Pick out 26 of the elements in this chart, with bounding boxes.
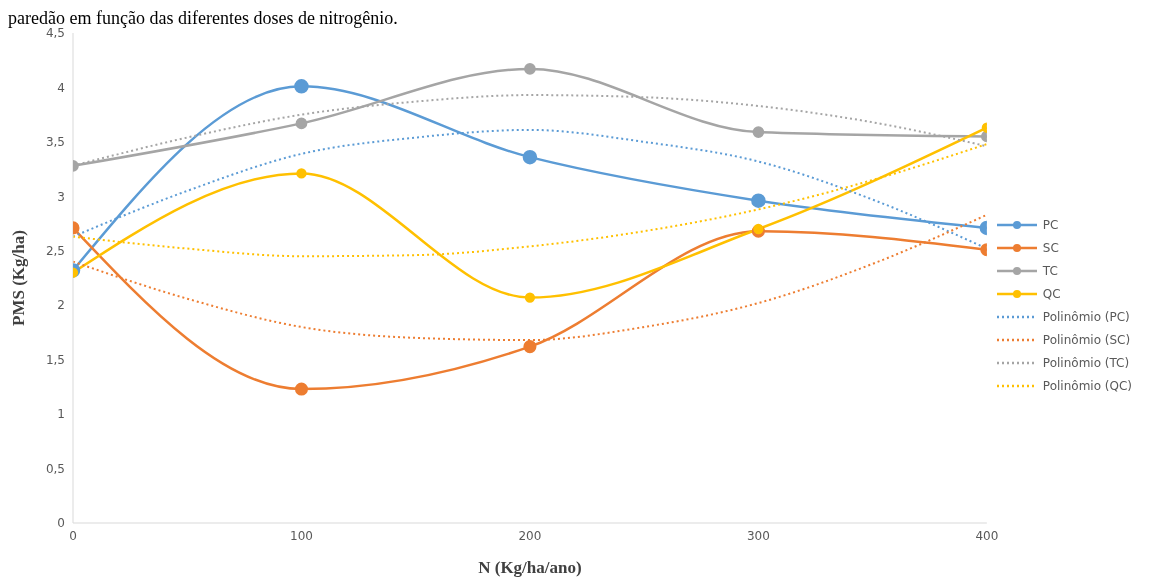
y-tick-label: 4,5 bbox=[45, 26, 65, 41]
legend-label: Polinômio (PC) bbox=[1042, 310, 1130, 324]
y-tick-label: 1,5 bbox=[45, 352, 65, 367]
legend-label: Polinômio (SC) bbox=[1042, 333, 1131, 347]
x-tick-label: 0 bbox=[69, 528, 77, 543]
y-tick-label: 2,5 bbox=[45, 244, 65, 259]
legend-label: Polinômio (TC) bbox=[1042, 356, 1130, 370]
y-axis-title: PMS (Kg/ha) bbox=[9, 230, 29, 326]
y-tick-label: 2 bbox=[57, 298, 65, 313]
x-tick-label: 100 bbox=[290, 528, 313, 543]
y-tick-label: 0 bbox=[57, 516, 65, 531]
legend-label: Polinômio (QC) bbox=[1042, 379, 1132, 393]
legend-label: QC bbox=[1042, 287, 1061, 301]
y-tick-label: 3,5 bbox=[45, 135, 65, 150]
legend-label: SC bbox=[1042, 241, 1059, 255]
x-tick-label: 200 bbox=[518, 528, 542, 543]
legend-label: TC bbox=[1042, 264, 1058, 278]
y-tick-label: 1 bbox=[57, 407, 65, 422]
y-tick-label: 4 bbox=[57, 80, 65, 95]
x-axis-title: N (Kg/ha/ano) bbox=[478, 558, 582, 577]
text: paredão em função das diferentes doses de nitrogênio. bbox=[8, 8, 399, 28]
y-tick-label: 3 bbox=[57, 189, 65, 204]
y-tick-label: 0,5 bbox=[45, 461, 65, 476]
x-tick-label: 300 bbox=[746, 528, 770, 543]
x-tick-label: 400 bbox=[975, 528, 999, 543]
legend-label: PC bbox=[1042, 218, 1059, 232]
